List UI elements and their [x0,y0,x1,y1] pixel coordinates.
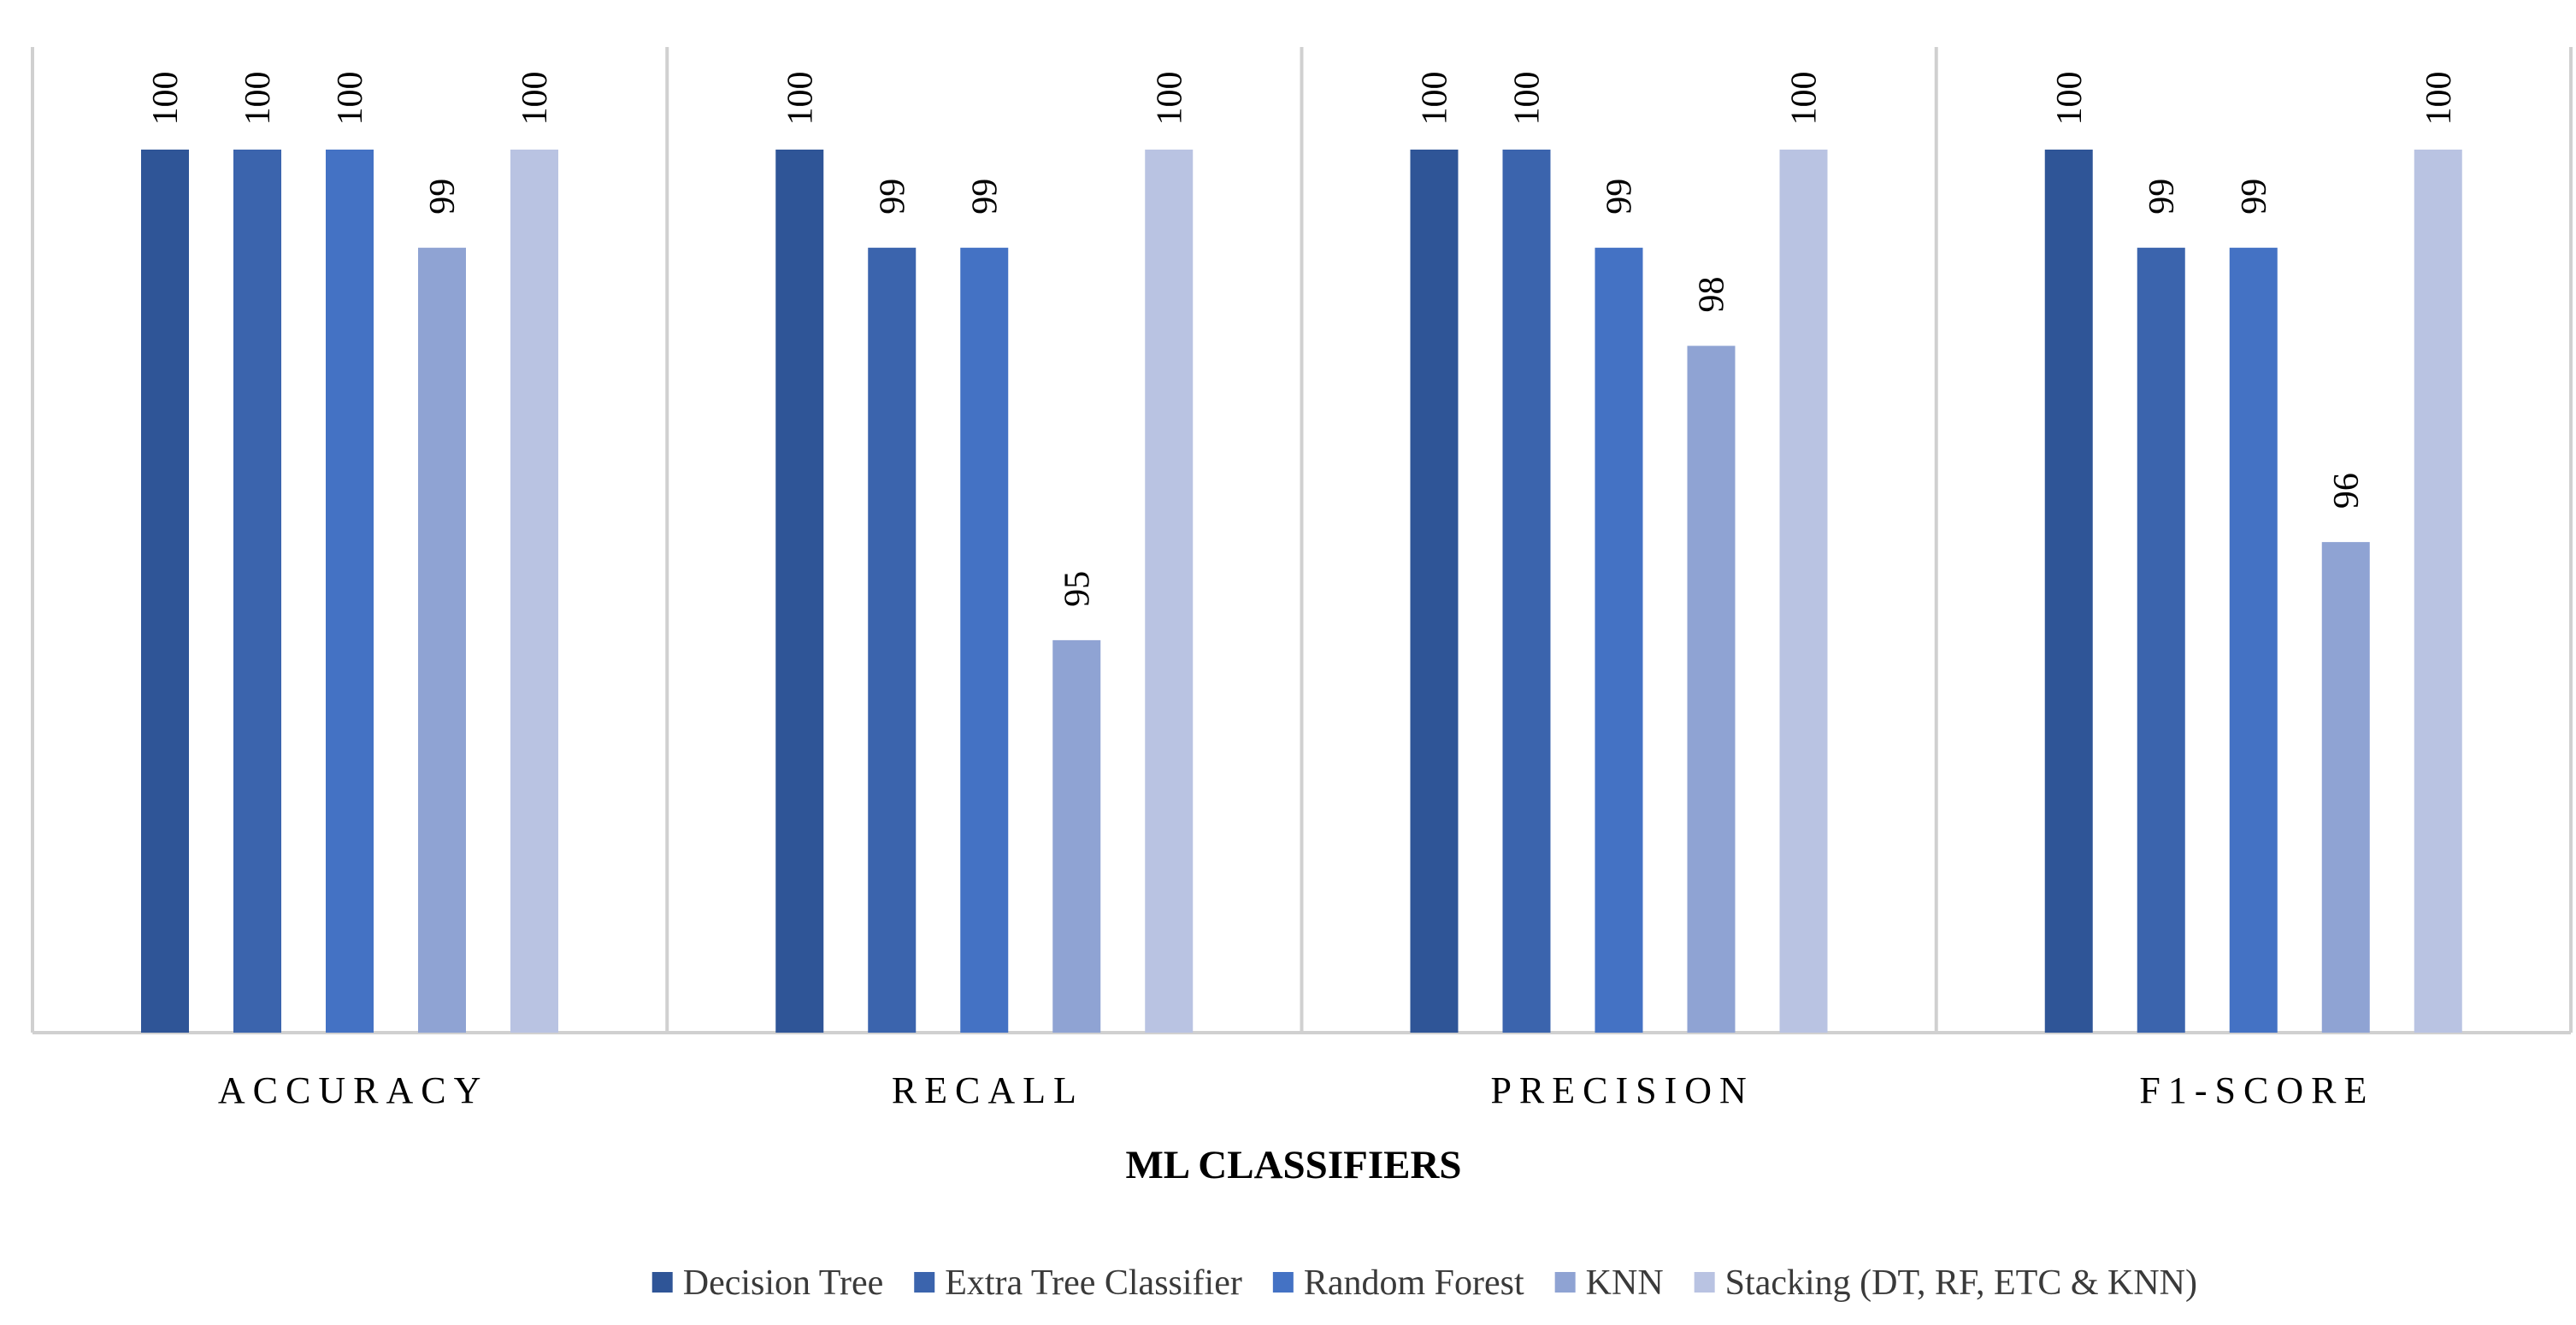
data-label: 100 [146,72,186,126]
data-label: 100 [331,72,370,126]
data-label: 99 [1600,179,1640,215]
bar [1410,150,1459,1033]
legend-swatch [1554,1272,1576,1293]
bar [2229,247,2278,1033]
data-label: 100 [1416,72,1455,126]
data-label: 99 [423,179,463,215]
legend-swatch [651,1272,673,1293]
bar [775,150,824,1033]
bar [1052,639,1101,1033]
bar [2321,542,2370,1033]
data-label: 99 [2235,179,2274,215]
legend-label: KNN [1586,1263,1664,1303]
data-label: 99 [873,179,912,215]
category-tick-label: ACCURACY [218,1069,489,1111]
data-label: 100 [1785,72,1824,126]
bar [233,150,281,1033]
legend: Decision Tree Extra Tree Classifier Random… [651,1263,2197,1303]
legend-label: Stacking (DT, RF, ETC & KNN) [1725,1263,2197,1303]
bar [510,150,558,1033]
data-label: 99 [965,179,1005,215]
category-tick-label: PRECISION [1490,1069,1754,1111]
bar [1595,247,1643,1033]
bar [326,150,374,1033]
data-label: 95 [1058,571,1097,607]
x-axis-title: ML CLASSIFIERS [1125,1143,1461,1187]
data-label: 100 [781,72,820,126]
legend-swatch [1694,1272,1715,1293]
category-dividers [31,47,2573,1033]
category-tick-label: RECALL [892,1069,1084,1111]
bars-group [141,150,2462,1033]
category-tick-label: F1-SCORE [2139,1069,2374,1111]
data-label: 96 [2327,473,2367,509]
category-labels-group: ACCURACY RECALL PRECISION F1-SCORE [218,1069,2374,1111]
data-label: 99 [2143,179,2182,215]
bar [1145,150,1194,1033]
data-label: 100 [239,72,278,126]
legend-swatch [1272,1272,1294,1293]
data-label: 98 [1693,277,1732,313]
data-label: 100 [516,72,555,126]
bar [1502,150,1551,1033]
legend-label: Extra Tree Classifier [945,1263,1242,1303]
bar [2137,247,2185,1033]
data-label: 100 [2420,72,2459,126]
data-label: 100 [1508,72,1547,126]
bar [1779,150,1828,1033]
bar [418,247,466,1033]
legend-swatch [914,1272,935,1293]
bar [141,150,189,1033]
value-labels-group: 100 100 100 99 100 100 99 99 95 100 100 100 99 98 100 1… [146,72,2459,607]
legend-label: Random Forest [1304,1263,1524,1303]
bar [960,247,1009,1033]
bar [2414,150,2462,1033]
data-label: 100 [2050,72,2090,126]
data-label: 100 [1150,72,1189,126]
bar [868,247,917,1033]
bar [2044,150,2093,1033]
bar [1687,345,1736,1033]
legend-label: Decision Tree [683,1263,884,1303]
